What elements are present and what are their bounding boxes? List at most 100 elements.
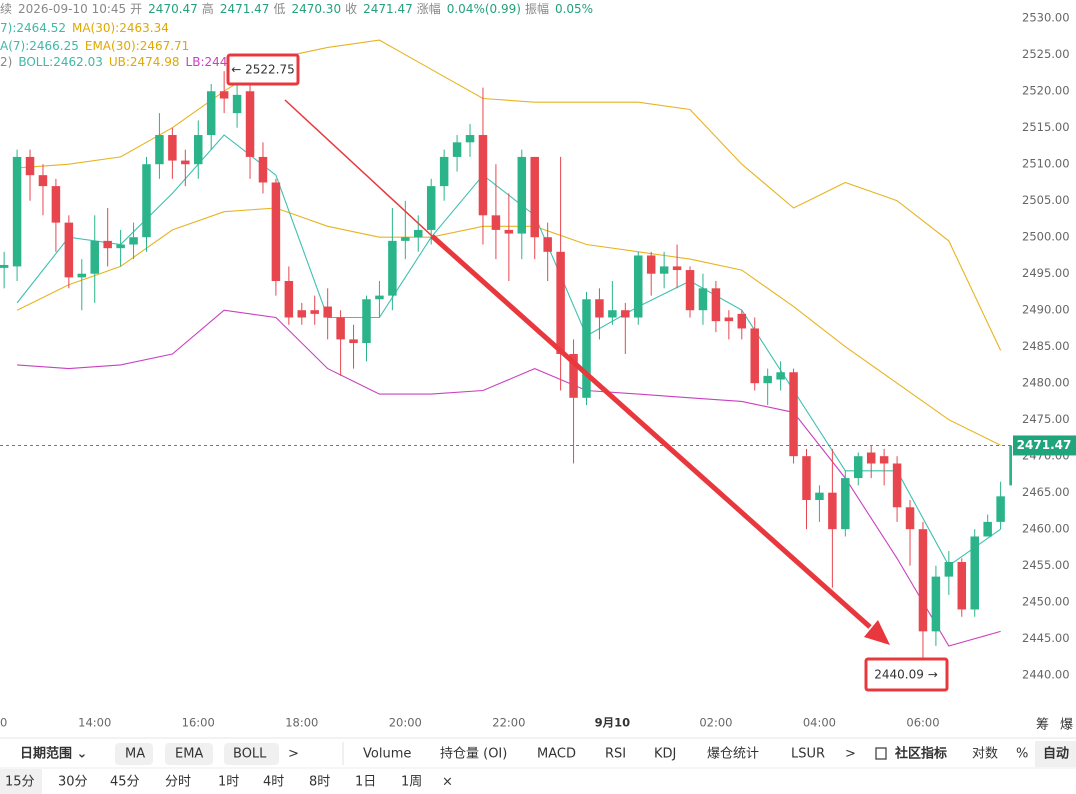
candle-body	[634, 255, 643, 318]
toolbar-button[interactable]: Volume	[363, 747, 411, 762]
y-tick-label: 2440.00	[1022, 668, 1070, 682]
candle-body	[750, 328, 759, 384]
x-tick-label: 16:00	[182, 716, 215, 730]
interval-button[interactable]: 1日	[355, 775, 376, 790]
legend-item: 低	[273, 2, 285, 16]
interval-button[interactable]: ×	[442, 775, 453, 790]
candle-body	[478, 135, 488, 216]
interval-button[interactable]: 30分	[58, 775, 88, 790]
candle-body	[931, 576, 941, 632]
x-tick-label: 20:00	[389, 716, 422, 730]
candle-body	[258, 156, 268, 183]
candle-body	[206, 91, 216, 136]
legend-item: UB:2474.98	[109, 55, 180, 69]
candle-body	[789, 372, 798, 457]
interval-button[interactable]: 1时	[218, 775, 239, 790]
candle-body	[828, 492, 837, 530]
legend-row: A(7):2466.25 EMA(30):2467.71	[0, 39, 189, 53]
y-tick-label: 2520.00	[1022, 84, 1070, 98]
candle-body	[621, 310, 630, 318]
candle-body	[879, 456, 889, 464]
toolbar-button[interactable]: 自动	[1043, 746, 1069, 762]
candle-body	[323, 306, 332, 318]
interval-button[interactable]: 45分	[110, 775, 140, 790]
y-tick-label: 2445.00	[1022, 631, 1070, 645]
candle-body	[841, 478, 850, 530]
legend-item: EMA(30):2467.71	[85, 39, 189, 53]
toolbar-button[interactable]: EMA	[175, 747, 203, 762]
candle-body	[414, 229, 423, 238]
candle-body	[582, 299, 591, 398]
legend-row: 7):2464.52 MA(30):2463.34	[0, 21, 169, 35]
candle-body	[659, 266, 669, 274]
legend-item: 0.05%	[555, 2, 593, 16]
plot-area	[0, 39, 1012, 675]
toolbar-button[interactable]: BOLL	[233, 747, 267, 762]
candle-body	[142, 164, 151, 238]
legend-item: 7):2464.52	[0, 21, 66, 35]
candle-body	[465, 135, 475, 143]
candle-body	[996, 496, 1005, 522]
candle-body	[426, 186, 436, 230]
candle-body	[310, 310, 319, 314]
candle-body	[776, 372, 785, 380]
candle-body	[25, 156, 35, 176]
interval-button[interactable]: 15分	[5, 775, 35, 790]
candle-body	[452, 142, 462, 157]
y-tick-label: 2525.00	[1022, 47, 1070, 61]
annotation: ← 2522.75	[231, 63, 295, 77]
toolbar-button[interactable]: %	[1016, 747, 1028, 762]
trend-arrow	[430, 234, 872, 629]
candle-body	[685, 270, 695, 311]
x-tick-label: 9月10	[595, 716, 631, 730]
candle-body	[349, 339, 358, 344]
price-tag-label: 2471.47	[1017, 438, 1072, 452]
x-tick-label: 18:00	[285, 716, 318, 730]
y-tick-label: 2475.00	[1022, 412, 1070, 426]
overlay: ← 2522.75 2440.09 →	[226, 53, 949, 692]
toolbar-button[interactable]: 社区指标	[894, 746, 947, 762]
y-tick-label: 2460.00	[1022, 522, 1070, 536]
side-label: 筹	[1036, 717, 1049, 733]
toolbar-button[interactable]: LSUR	[791, 747, 825, 762]
toolbar-button[interactable]: >	[288, 747, 299, 762]
candle-body	[232, 94, 242, 114]
toolbar-button[interactable]: 持仓量 (OI)	[440, 747, 507, 762]
candle-body	[129, 237, 138, 245]
candle-body	[103, 240, 112, 249]
candle-body	[970, 536, 979, 610]
candle-body	[543, 237, 552, 252]
candle-body	[64, 222, 74, 278]
toolbar-button[interactable]: KDJ	[654, 747, 676, 762]
candle-body	[983, 521, 992, 537]
candle-body	[245, 91, 255, 157]
y-tick-label: 2480.00	[1022, 376, 1070, 390]
legend-item: A(7):2466.25	[0, 39, 79, 53]
indicator-line	[17, 309, 1001, 647]
toolbar-button[interactable]: >	[845, 747, 856, 762]
candle-body	[905, 507, 915, 530]
interval-button[interactable]: 4时	[263, 775, 284, 790]
candle-body	[194, 135, 203, 165]
icon	[875, 747, 887, 760]
candle-body	[595, 299, 604, 318]
interval-button[interactable]: 分时	[165, 775, 191, 790]
legend-item: 2471.47	[363, 2, 413, 16]
legend-item: 开	[130, 2, 142, 16]
candle-body	[155, 135, 164, 165]
annotation-box	[864, 657, 949, 692]
toolbar-button[interactable]: 爆仓统计	[707, 747, 759, 762]
toolbar-button[interactable]: MA	[125, 747, 145, 762]
legend-item: 收	[345, 2, 357, 16]
toolbar-button[interactable]: RSI	[605, 747, 626, 762]
candle-body	[219, 91, 229, 99]
interval-button[interactable]: 1周	[401, 775, 422, 790]
candle-body	[116, 244, 125, 249]
toolbar-button[interactable]: 对数	[972, 747, 998, 762]
toolbar-button[interactable]: 日期范围 ⌄	[20, 746, 87, 762]
legend-item: MA(30):2463.34	[72, 21, 169, 35]
toolbar-button[interactable]: MACD	[537, 747, 576, 762]
interval-button[interactable]: 8时	[309, 775, 330, 790]
candle-body	[957, 562, 967, 610]
